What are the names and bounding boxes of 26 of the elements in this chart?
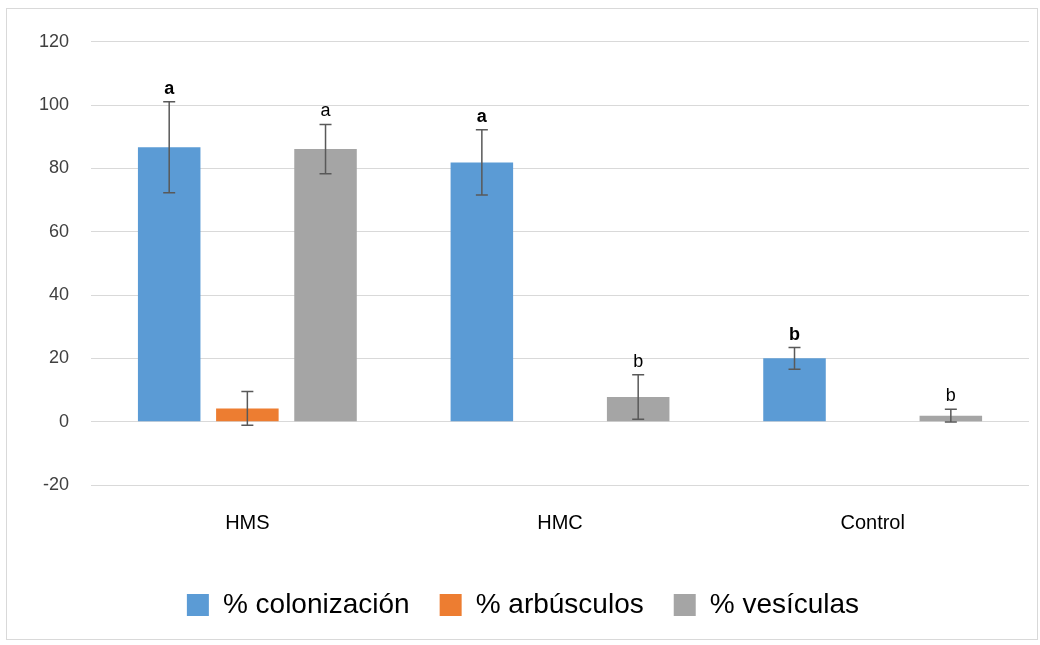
data-label: b	[789, 323, 801, 344]
y-tick-label: 20	[49, 347, 70, 368]
bar	[450, 162, 514, 422]
bar	[606, 396, 670, 422]
y-tick-label: 60	[49, 220, 70, 241]
bar	[137, 147, 201, 422]
y-tick-label: 100	[38, 94, 70, 115]
x-tick-label: HMC	[537, 510, 583, 533]
data-label: a	[476, 105, 488, 126]
legend-label: % arbúsculos	[475, 587, 644, 619]
bar	[763, 358, 826, 422]
legend-label: % colonización	[222, 587, 410, 619]
bar	[294, 149, 357, 422]
data-label: b	[945, 385, 956, 406]
data-label: a	[320, 100, 332, 121]
x-tick-label: HMS	[225, 510, 270, 533]
bar	[216, 408, 279, 422]
y-tick-label: 120	[38, 30, 70, 51]
y-tick-label: 0	[59, 410, 70, 431]
y-tick-label: 80	[49, 157, 70, 178]
data-label: a	[164, 77, 176, 98]
legend-label: % vesículas	[709, 587, 860, 619]
y-tick-label: -20	[43, 473, 70, 494]
data-label: b	[633, 350, 644, 371]
x-tick-label: Control	[840, 510, 905, 533]
y-tick-label: 40	[49, 284, 70, 305]
